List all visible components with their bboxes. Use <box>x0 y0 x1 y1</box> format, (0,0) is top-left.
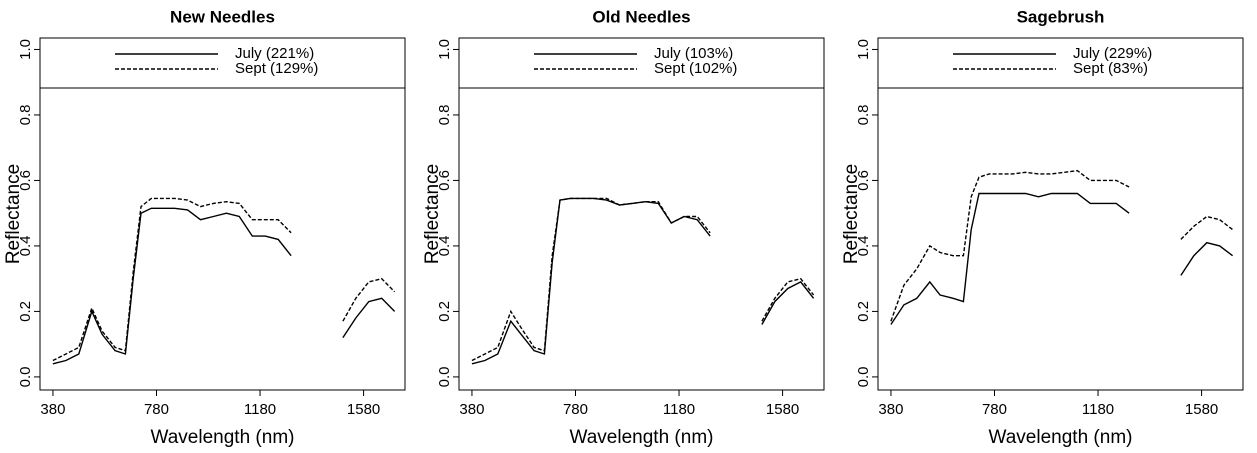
y-tick-label: 0.6 <box>436 170 453 191</box>
x-tick-label: 780 <box>982 401 1007 418</box>
line <box>342 297 396 338</box>
chart-title: Old Needles <box>592 7 690 26</box>
line <box>342 277 396 322</box>
plot-frame <box>39 37 406 391</box>
y-tick-label: 0.0 <box>855 366 872 387</box>
y-axis-label: Reflectance <box>841 164 862 264</box>
legend-label: July (103%) <box>654 45 733 62</box>
series <box>471 197 815 362</box>
legend-label: July (229%) <box>1073 45 1152 62</box>
y-tick-label: 0.2 <box>436 301 453 322</box>
y-tick-label: 0.6 <box>855 170 872 191</box>
chart-title: Sagebrush <box>1017 7 1105 26</box>
x-tick-label: 1580 <box>347 401 380 418</box>
x-tick-label: 380 <box>878 401 903 418</box>
legend-label: Sept (83%) <box>1073 60 1148 77</box>
y-axis-label: Reflectance <box>422 164 443 264</box>
x-tick-label: 1580 <box>1185 401 1218 418</box>
y-tick-label: 0.6 <box>17 170 34 191</box>
line <box>52 197 292 362</box>
y-tick-label: 0.2 <box>17 301 34 322</box>
x-axis-label: Wavelength (nm) <box>151 427 295 448</box>
line <box>471 197 711 362</box>
y-tick-label: 0.8 <box>17 105 34 126</box>
y-axis-label: Reflectance <box>3 164 24 264</box>
legend-label: July (221%) <box>235 45 314 62</box>
x-tick-label: 1580 <box>766 401 799 418</box>
y-tick-label: 1.0 <box>17 39 34 60</box>
line <box>761 277 815 322</box>
y-tick-label: 0.4 <box>436 235 453 256</box>
y-tick-label: 0.8 <box>855 105 872 126</box>
x-axis-label: Wavelength (nm) <box>570 427 714 448</box>
x-tick-label: 780 <box>144 401 169 418</box>
x-tick-label: 1180 <box>244 401 276 418</box>
x-tick-label: 380 <box>459 401 484 418</box>
y-tick-label: 0.0 <box>436 366 453 387</box>
series <box>52 197 396 362</box>
plot-frame <box>877 37 1244 391</box>
y-tick-label: 0.8 <box>436 105 453 126</box>
legend-label: Sept (102%) <box>654 60 737 77</box>
y-tick-label: 1.0 <box>855 39 872 60</box>
y-tick-label: 0.2 <box>855 301 872 322</box>
x-tick-label: 1180 <box>663 401 695 418</box>
y-tick-label: 0.0 <box>17 366 34 387</box>
series <box>890 169 1234 322</box>
y-tick-label: 0.4 <box>17 235 34 256</box>
x-tick-label: 780 <box>563 401 588 418</box>
legend-label: Sept (129%) <box>235 60 318 77</box>
y-tick-label: 1.0 <box>436 39 453 60</box>
chart-title: New Needles <box>170 7 275 26</box>
line <box>890 192 1130 325</box>
line <box>1180 241 1234 276</box>
plot-frame <box>458 37 825 391</box>
line <box>1180 215 1234 240</box>
series <box>52 207 396 365</box>
series <box>471 197 815 365</box>
line <box>471 197 711 365</box>
line <box>52 207 292 365</box>
line <box>890 169 1130 322</box>
y-tick-label: 0.4 <box>855 235 872 256</box>
x-axis-label: Wavelength (nm) <box>989 427 1133 448</box>
line <box>761 281 815 325</box>
x-tick-label: 380 <box>40 401 65 418</box>
series <box>890 192 1234 325</box>
x-tick-label: 1180 <box>1082 401 1114 418</box>
